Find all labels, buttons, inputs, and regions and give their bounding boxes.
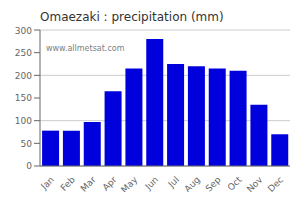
svg-text:Nov: Nov bbox=[245, 174, 265, 192]
svg-text:Aug: Aug bbox=[182, 175, 202, 192]
html-text:Omaezaki : precipitation (mm): Omaezaki : precipitation (mm) bbox=[40, 10, 224, 24]
svg-text:50: 50 bbox=[21, 139, 33, 149]
svg-text:0: 0 bbox=[26, 161, 32, 171]
svg-text:Sep: Sep bbox=[204, 174, 223, 192]
svg-text:May: May bbox=[119, 174, 140, 192]
svg-text:Jun: Jun bbox=[143, 175, 161, 192]
svg-text:Apr: Apr bbox=[100, 174, 118, 192]
svg-text:Feb: Feb bbox=[59, 174, 78, 192]
svg-text:Mar: Mar bbox=[79, 174, 98, 192]
svg-text:Jan: Jan bbox=[38, 175, 56, 192]
svg-text:Oct: Oct bbox=[225, 174, 243, 192]
svg-text:200: 200 bbox=[15, 71, 32, 81]
html-text:www.allmetsat.com: www.allmetsat.com bbox=[46, 44, 125, 53]
svg-text:Dec: Dec bbox=[266, 175, 285, 192]
svg-text:100: 100 bbox=[15, 116, 32, 126]
svg-text:Jul: Jul bbox=[166, 175, 181, 190]
svg-text:150: 150 bbox=[15, 93, 32, 103]
svg-text:300: 300 bbox=[15, 26, 32, 36]
svg-text:250: 250 bbox=[15, 48, 32, 58]
